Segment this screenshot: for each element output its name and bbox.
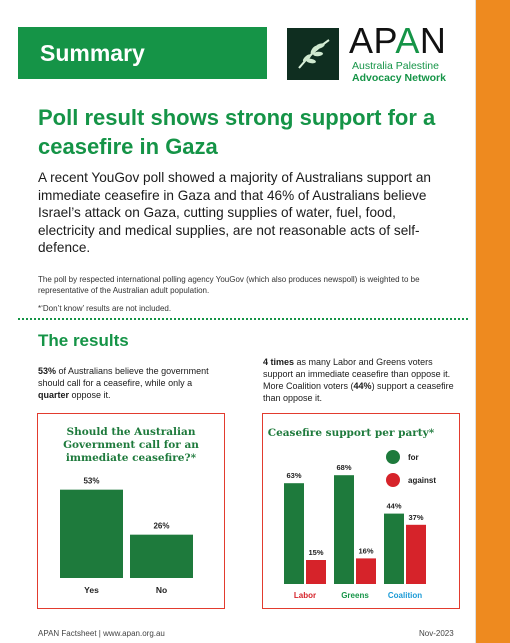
bar-value-label: 26% [153,522,169,531]
bar-value-label: 44% [386,502,401,511]
stat-44: 44% [353,381,372,391]
bar-greens-for [334,475,354,584]
chart-title: Ceasefire support per party* [268,427,435,439]
ceasefire-chart-panel: Should the Australian Government call for… [37,413,225,609]
olive-branch-icon [287,28,339,80]
results-left-text: 53% of Australians believe the governmen… [38,365,218,401]
logo-name-part-a: A [395,20,420,61]
logo-tagline-1: Australia Palestine [352,60,439,72]
chart-title-line: Government call for an [63,439,199,451]
stat-53: 53% [38,366,57,376]
legend-swatch-for [386,450,400,464]
results-title: The results [38,331,129,350]
stat-quarter: quarter [38,390,70,400]
bar-labor-against [306,560,326,584]
text-segment: oppose it. [69,390,111,400]
chart-title-line: immediate ceasefire?* [66,452,197,464]
footer-site: APAN Factsheet | www.apan.org.au [38,629,165,638]
factsheet-page: Summary APAN Australia Palestine Advocac… [18,0,476,643]
bar-value-label: 68% [336,463,351,472]
legend-label-against: against [408,476,436,485]
logo-name: APAN [349,20,446,62]
bar-greens-against [356,558,376,584]
bar-value-label: 15% [308,548,323,557]
bar-yes [60,489,123,578]
logo-name-part-ap: AP [349,20,396,61]
summary-banner: Summary [18,27,267,79]
bar-value-label: 37% [408,513,423,522]
legend-label-for: for [408,453,419,462]
headline: Poll result shows strong support for a c… [38,105,436,159]
dotted-divider [18,318,468,320]
bar-labor-for [284,483,304,584]
stat-4-times: 4 times [263,357,295,367]
party-chart: Ceasefire support per party* for against 63… [268,427,437,600]
legend-swatch-against [386,473,400,487]
side-accent-strip [476,0,510,643]
category-label: Labor [294,591,316,600]
text-segment: of Australians believe the government sh… [38,366,209,388]
logo-name-part-n: N [419,20,447,61]
bar-value-label: 16% [358,546,373,555]
logo-tagline-2: Advocacy Network [352,72,446,84]
party-chart-panel: Ceasefire support per party* for against 63… [262,413,460,609]
category-label: No [156,585,167,595]
dont-know-note: *‘Don’t know’ results are not included. [38,304,172,313]
text-segment: as many Labor and Greens voters support … [263,357,451,391]
category-label: Greens [341,591,369,600]
intro-paragraph: A recent YouGov poll showed a majority o… [38,170,431,255]
category-label: Coalition [388,591,422,600]
bar-value-label: 63% [286,471,301,480]
footer-date: Nov-2023 [419,629,454,638]
chart-title-line: Should the Australian [67,426,196,438]
methodology-note: The poll by respected international poll… [38,275,420,295]
bar-coalition-against [406,524,426,584]
text-segment: ) support a ceasefire than oppose it. [263,381,454,403]
results-right-text: 4 times as many Labor and Greens voters … [263,356,458,404]
category-label: Yes [84,585,99,595]
bar-coalition-for [384,513,404,584]
bar-no [130,534,193,578]
bar-value-label: 53% [83,477,99,486]
